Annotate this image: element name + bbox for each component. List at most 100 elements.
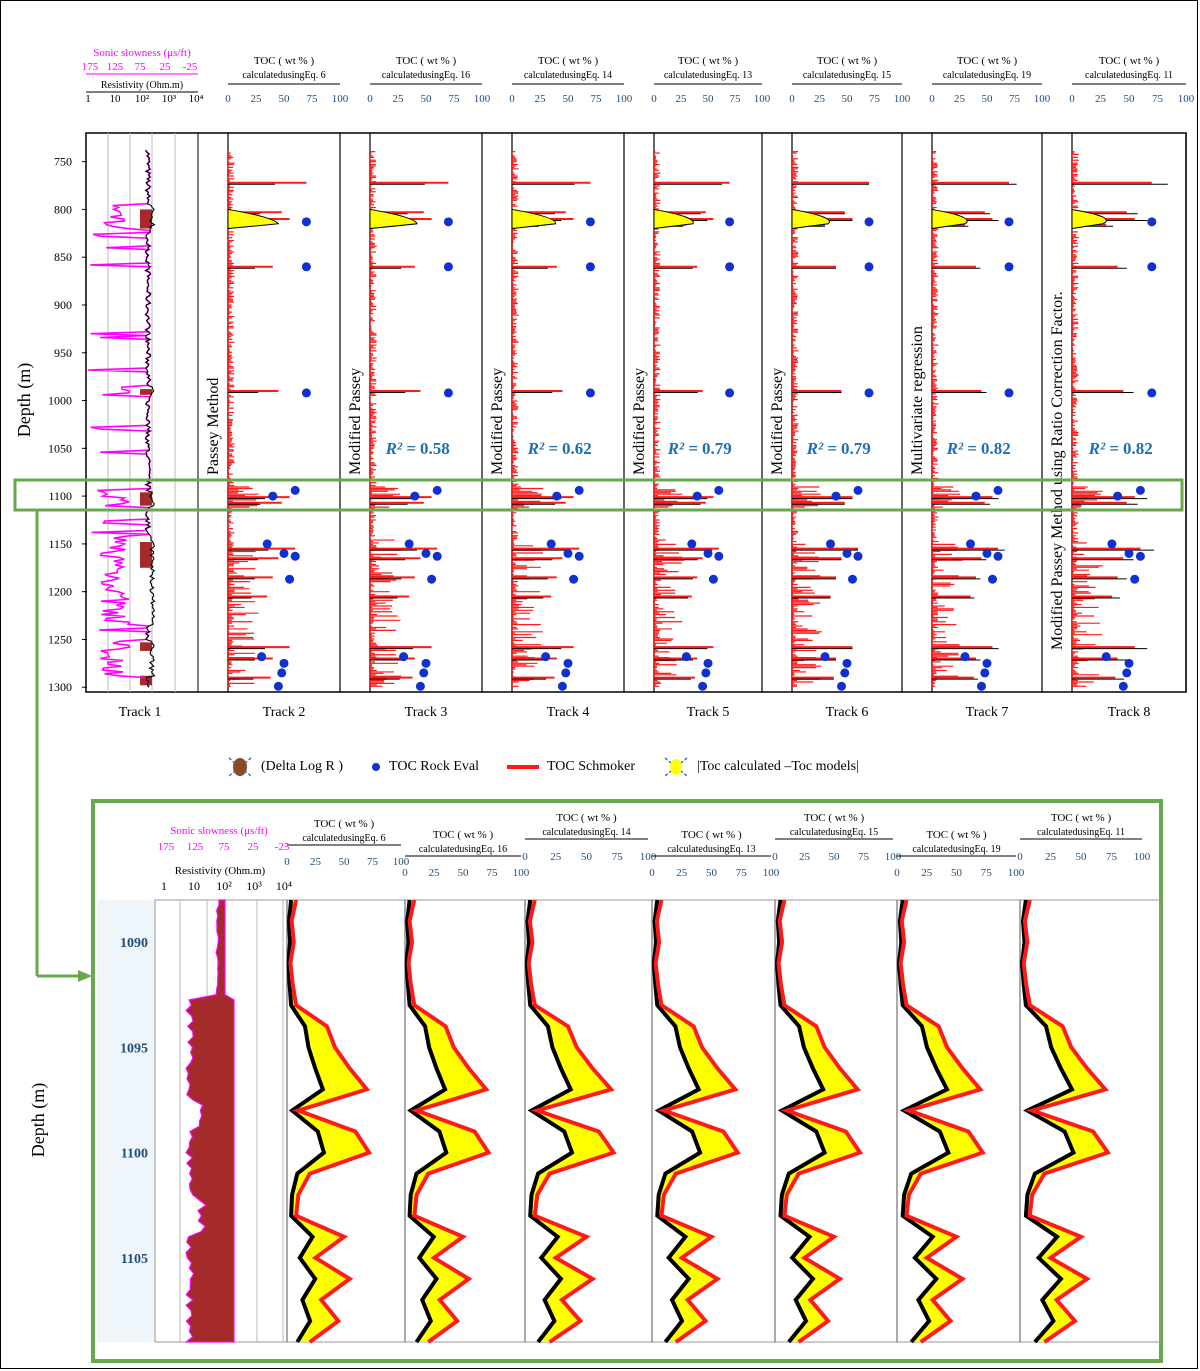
zoom-sonic-tick: 175 xyxy=(158,841,175,853)
zoom-schmoker-curve xyxy=(898,899,986,1344)
toc-tick-label: 0 xyxy=(1069,93,1075,105)
zoom-toc-tick-label: 100 xyxy=(640,851,657,863)
rock-eval-point xyxy=(1004,262,1014,272)
toc-tick-label: 25 xyxy=(393,93,405,105)
depth-tick-label: 750 xyxy=(54,155,72,169)
track-label: Track 3 xyxy=(405,705,448,720)
zoom-sonic-tick: 75 xyxy=(219,841,231,853)
toc-axis-label: TOC ( wt % ) xyxy=(957,55,1018,67)
rock-eval-point xyxy=(257,652,267,662)
toc-tick-label: 25 xyxy=(251,93,263,105)
rock-eval-point xyxy=(279,658,289,668)
zoom-toc-tick-label: 0 xyxy=(649,867,655,879)
rock-eval-point xyxy=(585,217,595,227)
toc-tick-label: 0 xyxy=(789,93,795,105)
toc-axis-label: TOC ( wt % ) xyxy=(1099,55,1160,67)
zoom-model-curve xyxy=(524,899,575,1344)
toc-tick-label: 75 xyxy=(1009,93,1021,105)
track-label: Track 7 xyxy=(966,705,1009,720)
method-label: Passey Method xyxy=(205,378,222,475)
r2-prefix: R² = xyxy=(1088,439,1119,458)
track1-sonic-tick: 25 xyxy=(160,61,172,73)
rock-eval-point xyxy=(1147,388,1157,398)
toc-tick-label: 50 xyxy=(703,93,715,105)
rock-eval-point xyxy=(569,574,579,584)
zoom-toc-tick-label: 25 xyxy=(676,867,688,879)
rock-eval-point xyxy=(277,668,287,678)
delta-log-r-fill xyxy=(140,209,152,229)
difference-fill xyxy=(369,208,418,230)
delta-log-r-swatch-icon xyxy=(228,757,252,777)
toc-tick-label: 50 xyxy=(563,93,575,105)
toc-tick-label: 50 xyxy=(1124,93,1136,105)
depth-tick-label: 900 xyxy=(54,298,72,312)
track1-sonic-tick: 175 xyxy=(82,61,99,73)
rock-eval-point xyxy=(725,262,735,272)
toc-axis-label: TOC ( wt % ) xyxy=(538,55,599,67)
zoom-equation-label: calculatedusingEq. 19 xyxy=(912,844,1000,855)
track-label: Track 1 xyxy=(119,705,162,720)
zoom-depth-band xyxy=(97,900,155,1342)
rock-eval-point xyxy=(432,485,442,495)
rock-eval-point xyxy=(301,388,311,398)
rock-eval-point xyxy=(988,574,997,584)
difference-fill xyxy=(791,208,830,230)
depth-tick-label: 1200 xyxy=(48,585,72,599)
rock-eval-point xyxy=(1122,668,1132,678)
track-label: Track 6 xyxy=(826,705,869,720)
toc-tick-label: 25 xyxy=(1095,93,1107,105)
difference-fill xyxy=(653,208,694,230)
zoom-resistivity-label: Resistivity (Ohm.m) xyxy=(175,865,266,877)
rock-eval-point xyxy=(1107,539,1117,549)
toc-tick-label: 50 xyxy=(842,93,854,105)
zoom-toc-tick-label: 75 xyxy=(612,851,624,863)
rock-eval-point xyxy=(574,551,584,561)
schmoker-line-icon xyxy=(507,765,539,769)
legend-schmoker-label: TOC Schmoker xyxy=(547,759,636,774)
zoom-toc-tick-label: 75 xyxy=(858,851,870,863)
r2-prefix: R² = xyxy=(806,439,837,458)
zoom-sonic-label: Sonic slowness (μs/ft) xyxy=(170,825,268,837)
track-equation-label: calculatedusingEq. 19 xyxy=(943,70,1031,81)
track1-resistivity-tick: 10² xyxy=(135,93,150,105)
track1-resistivity-tick: 10 xyxy=(110,93,122,105)
zoom-highlight-box xyxy=(13,478,1184,512)
zoom-schmoker-curve xyxy=(653,899,741,1344)
rock-eval-point xyxy=(421,658,431,668)
rock-eval-point xyxy=(971,491,981,501)
zoom-toc-axis-label: TOC ( wt % ) xyxy=(804,812,865,824)
zoom-equation-label: calculatedusingEq. 14 xyxy=(542,827,630,838)
rock-eval-point xyxy=(714,485,724,495)
delta-log-r-fill xyxy=(140,675,152,686)
toc-tick-label: 25 xyxy=(814,93,826,105)
method-label: Modified Passey xyxy=(769,368,786,475)
zoom-toc-tick-label: 25 xyxy=(429,867,441,879)
toc-tick-label: 25 xyxy=(676,93,688,105)
rock-eval-point xyxy=(1124,658,1134,668)
zoom-toc-tick-label: 50 xyxy=(829,851,841,863)
r2-value: 0.82 xyxy=(981,439,1011,458)
zoom-toc-tick-label: 50 xyxy=(951,867,963,879)
zoom-toc-tick-label: 100 xyxy=(885,851,902,863)
track1-sonic-label: Sonic slowness (μs/ft) xyxy=(93,47,191,59)
zoom-schmoker-curve xyxy=(406,899,492,1344)
rock-eval-point xyxy=(993,551,1003,561)
zoom-toc-tick-label: 75 xyxy=(487,867,499,879)
toc-axis-label: TOC ( wt % ) xyxy=(817,55,878,67)
zoom-toc-tick-label: 0 xyxy=(1017,851,1023,863)
zoom-sonic-tick: 25 xyxy=(248,841,260,853)
toc-tick-label: 75 xyxy=(449,93,461,105)
toc-tick-label: 100 xyxy=(332,93,349,105)
depth-tick-label: 1150 xyxy=(48,537,72,551)
delta-log-r-fill xyxy=(140,541,152,568)
rock-eval-point xyxy=(301,217,311,227)
zoom-equation-label: calculatedusingEq. 13 xyxy=(667,844,755,855)
zoom-toc-tick-label: 75 xyxy=(367,856,379,868)
method-label: Modified Passey xyxy=(347,368,364,475)
toc-tick-label: 0 xyxy=(225,93,231,105)
difference-fill xyxy=(511,208,557,230)
depth-tick-label: 1100 xyxy=(48,489,72,503)
legend-difference-label: |Toc calculated –Toc models| xyxy=(697,759,859,774)
zoom-equation-label: calculatedusingEq. 16 xyxy=(419,844,507,855)
toc-tick-label: 0 xyxy=(651,93,657,105)
